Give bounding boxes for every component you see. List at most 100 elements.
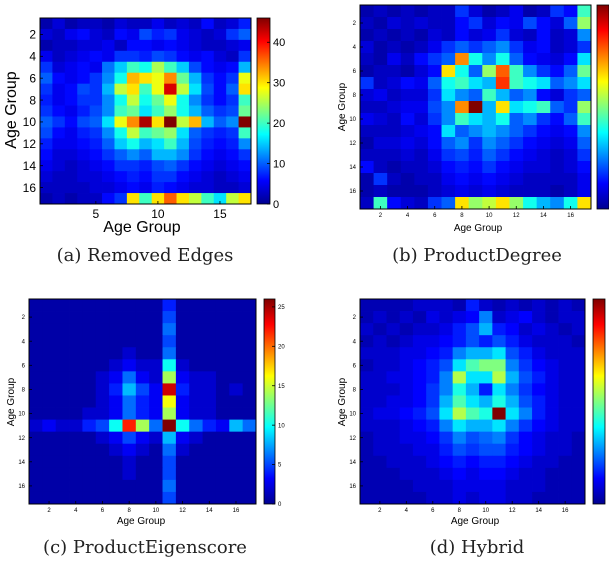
heatmap-cell [482,125,497,138]
heatmap-cell [518,347,533,360]
heatmap-cell [386,491,401,505]
heatmap-cell [571,335,586,348]
heatmap-cell [175,335,190,348]
heatmap-cell [95,335,110,348]
heatmap-cell [126,171,140,183]
heatmap-cell [122,407,137,420]
heatmap-cell [164,160,177,172]
heatmap-cell [495,173,510,186]
heatmap-cell [189,323,203,336]
heatmap-cell [505,443,520,457]
heatmap-cell [82,431,97,445]
heatmap-cell [89,127,103,139]
heatmap-cell [201,160,215,172]
x-tick-label: 10 [486,213,493,219]
colorbar [592,298,606,505]
heatmap-cell [373,41,388,54]
heatmap-cell [64,138,78,150]
heatmap-cell [135,443,150,457]
heatmap-cell [495,53,510,66]
heatmap-cell [122,371,137,384]
heatmap-cell [455,5,470,18]
heatmap-cell [387,53,402,66]
heatmap-cell [55,419,70,433]
heatmap-cell [373,311,387,324]
heatmap-cell [164,50,177,63]
heatmap-cell [126,149,140,161]
heatmap-cell [176,127,190,139]
heatmap-cell [202,431,217,445]
heatmap-cell [518,299,533,312]
heatmap-cell [64,193,78,205]
heatmap-cell [77,72,91,85]
heatmap-cell [505,347,520,360]
heatmap-cell [550,137,565,150]
heatmap-cell [213,182,227,194]
heatmap-cell [414,65,429,78]
heatmap-cell [55,467,70,481]
heatmap-cell [426,479,440,493]
heatmap-cell [102,116,115,128]
y-tick-label: 4 [353,45,357,51]
x-tick-label: 4 [405,508,409,514]
heatmap-cell [189,443,203,457]
heatmap-cell [545,323,559,336]
heatmap-cell [201,182,215,194]
heatmap-cell [426,299,440,312]
heatmap-cell [176,83,190,95]
heatmap-cell [139,61,153,74]
heatmap-cell [102,149,115,161]
heatmap-cell [536,137,551,150]
heatmap-cell [439,347,454,360]
heatmap-cell [563,41,578,54]
heatmap-cell [455,17,470,30]
heatmap-cell [139,72,153,85]
heatmap-cell [215,491,230,505]
heatmap-cell [176,39,190,52]
heatmap-cell [558,299,573,312]
heatmap-cell [188,72,202,85]
heatmap-cell [201,61,215,74]
heatmap-cell [176,94,190,106]
heatmap-cell [151,105,165,117]
heatmap-cell [427,149,442,162]
heatmap-cell [164,116,177,128]
caption-b: (b) ProductDegree [392,245,562,266]
heatmap-cell [102,193,115,205]
heatmap-cell [149,479,163,493]
heatmap-cell [518,311,533,324]
heatmap-cell [452,419,467,433]
heatmap-cell [201,39,215,52]
heatmap-cell [77,105,91,117]
heatmap-cell [550,5,565,18]
heatmap-cell [550,173,565,186]
heatmap-cell [468,89,483,102]
heatmap-cell [509,185,524,198]
heatmap-cell [509,149,524,162]
heatmap-cell [114,83,128,95]
panel-b: Age Group Age Group 2 4 6 8 10 12 14 16 2 4 6 8 10 12… [337,4,609,234]
heatmap-cell [175,299,190,312]
heatmap-cell [122,455,137,469]
heatmap-cell [69,491,83,505]
heatmap-cell [465,455,480,469]
heatmap-cell [64,171,78,183]
heatmap-cell [465,359,480,372]
heatmap-cell [373,29,388,42]
y-tick-label: 4 [353,339,357,345]
heatmap-cell [164,127,177,139]
heatmap-cell [455,65,470,78]
heatmap-cell [387,77,402,90]
heatmap-cell [532,407,546,420]
heatmap-cell [95,311,110,324]
heatmap-cell [399,371,414,384]
heatmap-cell [77,50,91,63]
heatmap-cell [52,61,66,74]
heatmap-cell [563,29,578,42]
heatmap-cell [164,94,177,106]
x-tick-label: 6 [431,508,435,514]
heatmap-cell [479,371,493,384]
heatmap-cell [176,171,190,183]
heatmap-cell [114,193,128,205]
heatmap-cell [518,419,533,433]
